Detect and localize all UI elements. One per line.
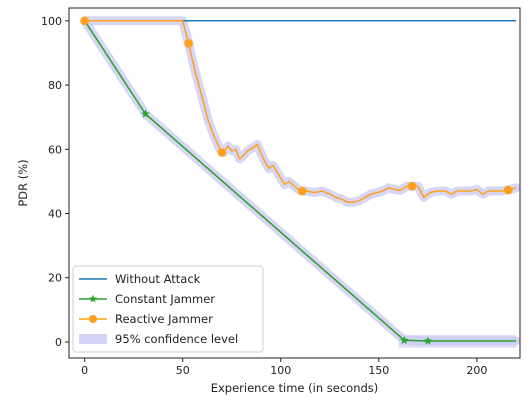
marker-1-2 — [423, 336, 433, 345]
y-tick-label-3: 60 — [48, 143, 62, 156]
marker-1-0 — [141, 109, 150, 118]
x-axis-label: Experience time (in seconds) — [211, 381, 379, 395]
plot-frame — [68, 7, 521, 359]
y-tick-label-0: 0 — [55, 336, 62, 349]
x-tick-label-1: 50 — [176, 364, 190, 377]
legend-swatch-band — [79, 334, 107, 344]
legend: Without Attack Constant Jammer Reactive Ja… — [72, 265, 264, 353]
x-tick-label-2: 100 — [270, 364, 291, 377]
y-tick-label-1: 20 — [48, 272, 62, 285]
marker-2-1 — [184, 39, 193, 48]
legend-marker-1 — [88, 294, 98, 303]
marker-2-0 — [80, 16, 89, 26]
legend-marker-2 — [89, 315, 97, 323]
x-tick-label-0: 0 — [81, 364, 88, 377]
x-tick-label-4: 200 — [466, 364, 487, 377]
legend-box — [72, 265, 264, 353]
marker-1-1 — [399, 335, 409, 345]
marker-2-3 — [298, 186, 307, 196]
series-layer — [80, 16, 517, 345]
marker-2-5 — [503, 185, 513, 195]
y-tick-label-4: 80 — [48, 79, 62, 92]
y-axis-label: PDR (%) — [16, 159, 30, 206]
y-tick-label-2: 40 — [48, 208, 62, 221]
legend-label-band: 95% confidence level — [115, 332, 238, 346]
legend-label-0: Without Attack — [115, 272, 201, 286]
legend-label-1: Constant Jammer — [115, 292, 215, 306]
marker-2-4 — [407, 181, 417, 191]
series-line-2 — [84, 20, 517, 204]
y-tick-label-5: 100 — [41, 15, 62, 28]
x-tick-label-3: 150 — [368, 364, 389, 377]
marker-2-2 — [217, 148, 227, 157]
legend-label-2: Reactive Jammer — [115, 312, 213, 326]
axes-layer: 0 50 100 150 200 0 20 40 60 80 100 Experience time … — [16, 7, 521, 395]
